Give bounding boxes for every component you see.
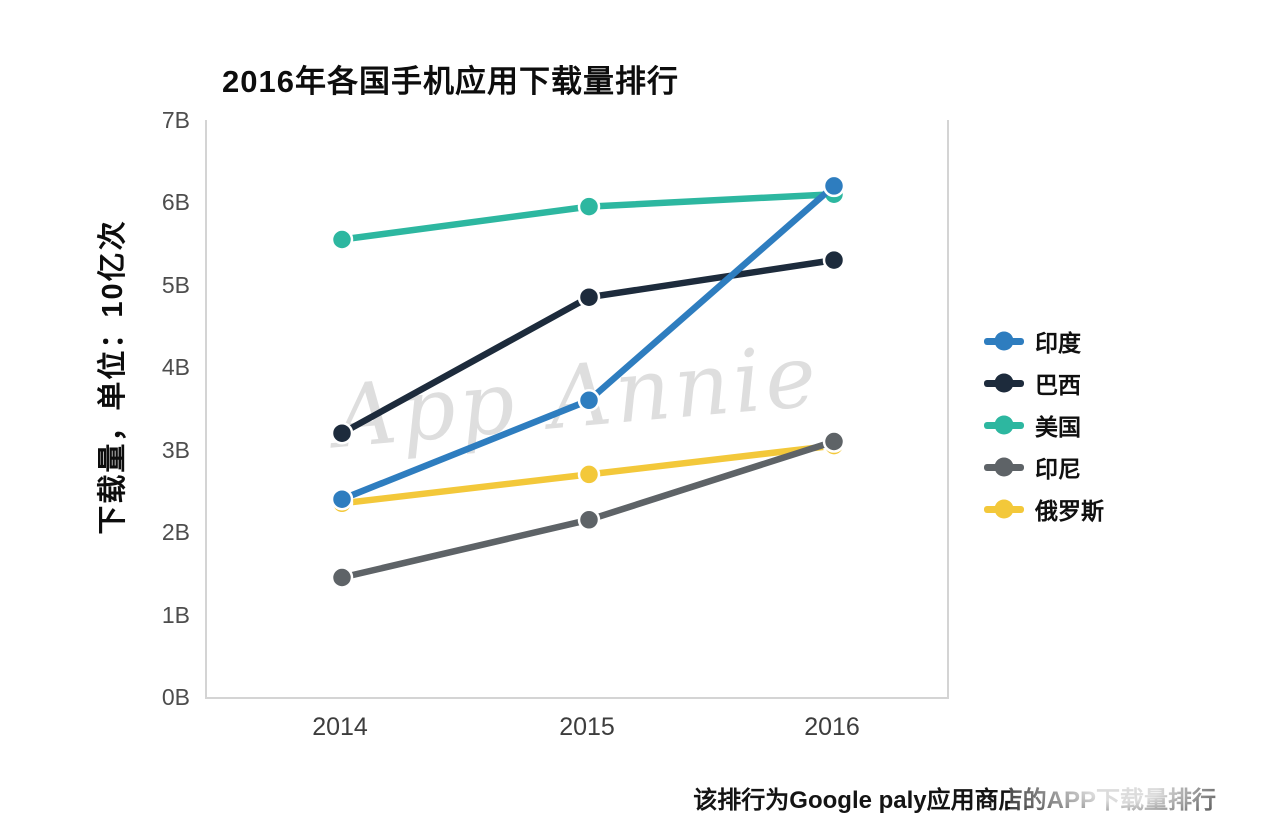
y-tick-label: 7B xyxy=(161,107,190,133)
legend-item-美国: 美国 xyxy=(984,404,1104,446)
y-tick-label: 6B xyxy=(161,189,190,216)
legend-label: 俄罗斯 xyxy=(1035,498,1104,524)
x-tick-label: 2015 xyxy=(559,713,615,741)
y-tick-label: 1B xyxy=(161,601,190,628)
data-point-美国 xyxy=(577,195,601,218)
legend-item-俄罗斯: 俄罗斯 xyxy=(984,488,1104,530)
legend-marker-icon xyxy=(984,331,1024,351)
legend-marker-icon xyxy=(984,457,1024,477)
data-point-印度 xyxy=(822,174,846,198)
data-point-印尼 xyxy=(330,566,354,589)
legend-dot-icon xyxy=(994,331,1014,351)
x-tick-label: 2016 xyxy=(804,713,860,741)
footnote: 该排行为Google paly应用商店的APP下载量排行 xyxy=(693,787,1216,814)
legend-marker-icon xyxy=(984,499,1024,519)
legend-dot-icon xyxy=(994,457,1014,477)
legend-marker-icon xyxy=(984,373,1024,393)
legend-label: 印尼 xyxy=(1035,456,1081,482)
data-point-巴西 xyxy=(577,285,601,309)
data-point-巴西 xyxy=(330,421,354,445)
data-point-印度 xyxy=(577,389,601,412)
y-tick-label: 4B xyxy=(161,354,190,381)
legend-marker-icon xyxy=(984,415,1024,435)
data-point-印尼 xyxy=(822,430,846,453)
data-point-俄罗斯 xyxy=(577,463,601,486)
line-chart xyxy=(330,174,846,589)
x-tick-label: 2014 xyxy=(312,713,368,741)
legend-dot-icon xyxy=(994,499,1014,519)
plot-area: App Annie xyxy=(205,120,949,699)
legend-item-印度: 印度 xyxy=(984,320,1104,362)
y-axis-label: 下载量，单位：10亿次 xyxy=(97,219,129,535)
chart-title: 2016年各国手机应用下载量排行 xyxy=(222,64,679,99)
legend-item-印尼: 印尼 xyxy=(984,446,1104,488)
data-point-印度 xyxy=(330,487,354,511)
y-tick-label: 5B xyxy=(161,271,190,298)
legend-dot-icon xyxy=(994,373,1014,393)
legend-dot-icon xyxy=(994,415,1014,435)
data-point-印尼 xyxy=(577,508,601,532)
y-tick-label: 3B xyxy=(161,436,190,463)
legend-label: 巴西 xyxy=(1035,372,1081,398)
legend-item-巴西: 巴西 xyxy=(984,362,1104,404)
y-tick-label: 2B xyxy=(161,519,190,546)
data-point-巴西 xyxy=(822,248,846,272)
legend-label: 印度 xyxy=(1035,330,1081,356)
data-point-美国 xyxy=(330,228,354,251)
legend: 印度巴西美国印尼俄罗斯 xyxy=(984,320,1104,530)
legend-label: 美国 xyxy=(1035,414,1081,440)
y-tick-label: 0B xyxy=(161,684,190,710)
